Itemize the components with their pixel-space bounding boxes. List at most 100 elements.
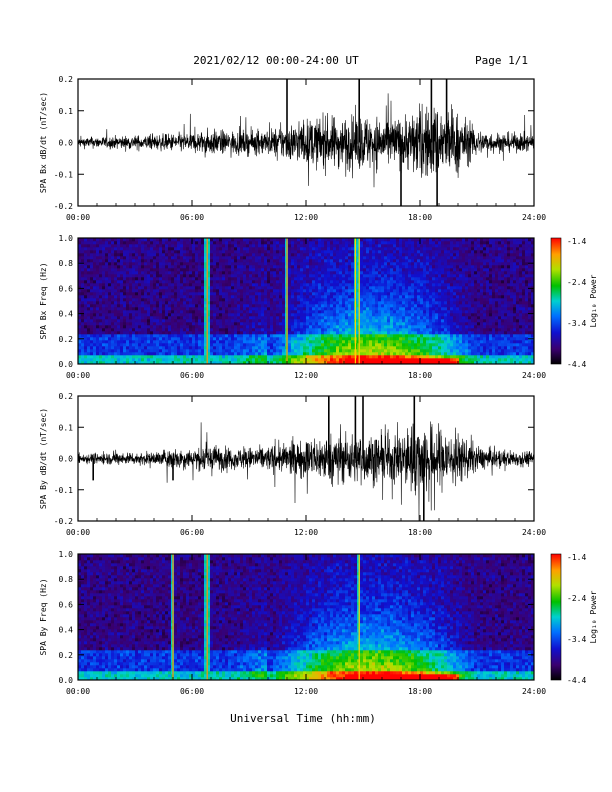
spectrogram-cell [375,250,379,254]
spectrogram-cell [384,280,388,284]
spectrogram-cell [309,301,313,305]
spectrogram-cell [384,328,388,332]
spectrogram-cell [366,337,370,341]
spectrogram-cell [372,349,376,353]
spectrogram-cell [294,253,298,257]
spectrogram-cell [369,343,373,347]
spectrogram-cell [93,310,97,314]
spectrogram-cell [132,280,136,284]
spectrogram-cell [120,247,124,251]
spectrogram-cell [90,301,94,305]
spectrogram-cell [81,340,85,344]
spectrogram-cell [348,259,352,263]
spectrogram-cell [255,319,259,323]
spectrogram-cell [348,328,352,332]
spectrogram-cell [174,274,178,278]
spectrogram-cell [225,265,229,269]
spectrogram-cell [108,274,112,278]
spectrogram-cell [399,304,403,308]
spectrogram-cell [93,358,97,362]
spectrogram-cell [360,271,364,275]
spectrogram-cell [126,316,130,320]
spectrogram-cell [156,313,160,317]
spectrogram-cell [309,334,313,338]
spectrogram-cell [120,259,124,263]
spectrogram-cell [321,352,325,356]
spectrogram-cell [84,334,88,338]
spectrogram-cell [135,292,139,296]
spectrogram-cell [378,286,382,290]
spectrogram-cell [135,289,139,293]
spectrogram-cell [168,268,172,272]
spectrogram-cell [96,310,100,314]
spectrogram-cell [321,310,325,314]
spectrogram-cell [81,298,85,302]
spectrogram-cell [420,283,424,287]
spectrogram-cell [126,268,130,272]
spectrogram-cell [249,310,253,314]
spectrogram-cell [264,250,268,254]
spectrogram-cell [156,343,160,347]
spectrogram-cell [153,295,157,299]
spectrogram-cell [132,265,136,269]
spectrogram-cell [414,244,418,248]
spectrogram-cell [228,262,232,266]
spectrogram-cell [87,355,91,359]
spectrogram-cell [123,361,127,365]
spectrogram-cell [111,286,115,290]
spectrogram-cell [363,319,367,323]
spectrogram-cell [198,304,202,308]
plot-title: 2021/02/12 00:00-24:00 UT [193,54,359,67]
spectrogram-cell [303,301,307,305]
spectrogram-cell [231,361,235,365]
spectrogram-cell [327,331,331,335]
spectrogram-cell [222,241,226,245]
spectrogram-cell [366,319,370,323]
spectrogram-cell [261,331,265,335]
spectrogram-cell [429,358,433,362]
spectrogram-cell [417,301,421,305]
spectrogram-cell [258,352,262,356]
spectrogram-cell [312,352,316,356]
spectrogram-cell [369,349,373,353]
spectrogram-cell [222,355,226,359]
spectrogram-cell [342,286,346,290]
spectrogram-cell [417,262,421,266]
spectrogram-cell [426,265,430,269]
spectrogram-cell [105,319,109,323]
spectrogram-cell [216,250,220,254]
spectrogram-cell [96,238,100,242]
spectrogram-cell [276,319,280,323]
spectrogram-cell [213,337,217,341]
spectrogram-cell [261,244,265,248]
spectrogram-cell [99,283,103,287]
spectrogram-cell [312,328,316,332]
spectrogram-cell [279,286,283,290]
spectrogram-cell [408,328,412,332]
spectrogram-cell [348,307,352,311]
spectrogram-cell [144,310,148,314]
spectrogram-cell [135,340,139,344]
spectrogram-cell [225,253,229,257]
spectrogram-cell [120,265,124,269]
spectrogram-cell [366,298,370,302]
spectrogram-cell [219,259,223,263]
spectrogram-cell [84,274,88,278]
spectrogram-cell [255,253,259,257]
spectrogram-cell [393,310,397,314]
spectrogram-cell [87,247,91,251]
spectrogram-cell [399,259,403,263]
spectrogram-cell [363,328,367,332]
spectrogram-cell [324,274,328,278]
spectrogram-cell [333,322,337,326]
spectrogram-cell [111,244,115,248]
spectrogram-cell [162,328,166,332]
spectrogram-cell [189,340,193,344]
spectrogram-cell [381,334,385,338]
spectrogram-cell [129,283,133,287]
spectrogram-cell [264,304,268,308]
spectrogram-cell [306,253,310,257]
spectrogram-cell [393,292,397,296]
spectrogram-cell [111,280,115,284]
spectrogram-cell [381,283,385,287]
